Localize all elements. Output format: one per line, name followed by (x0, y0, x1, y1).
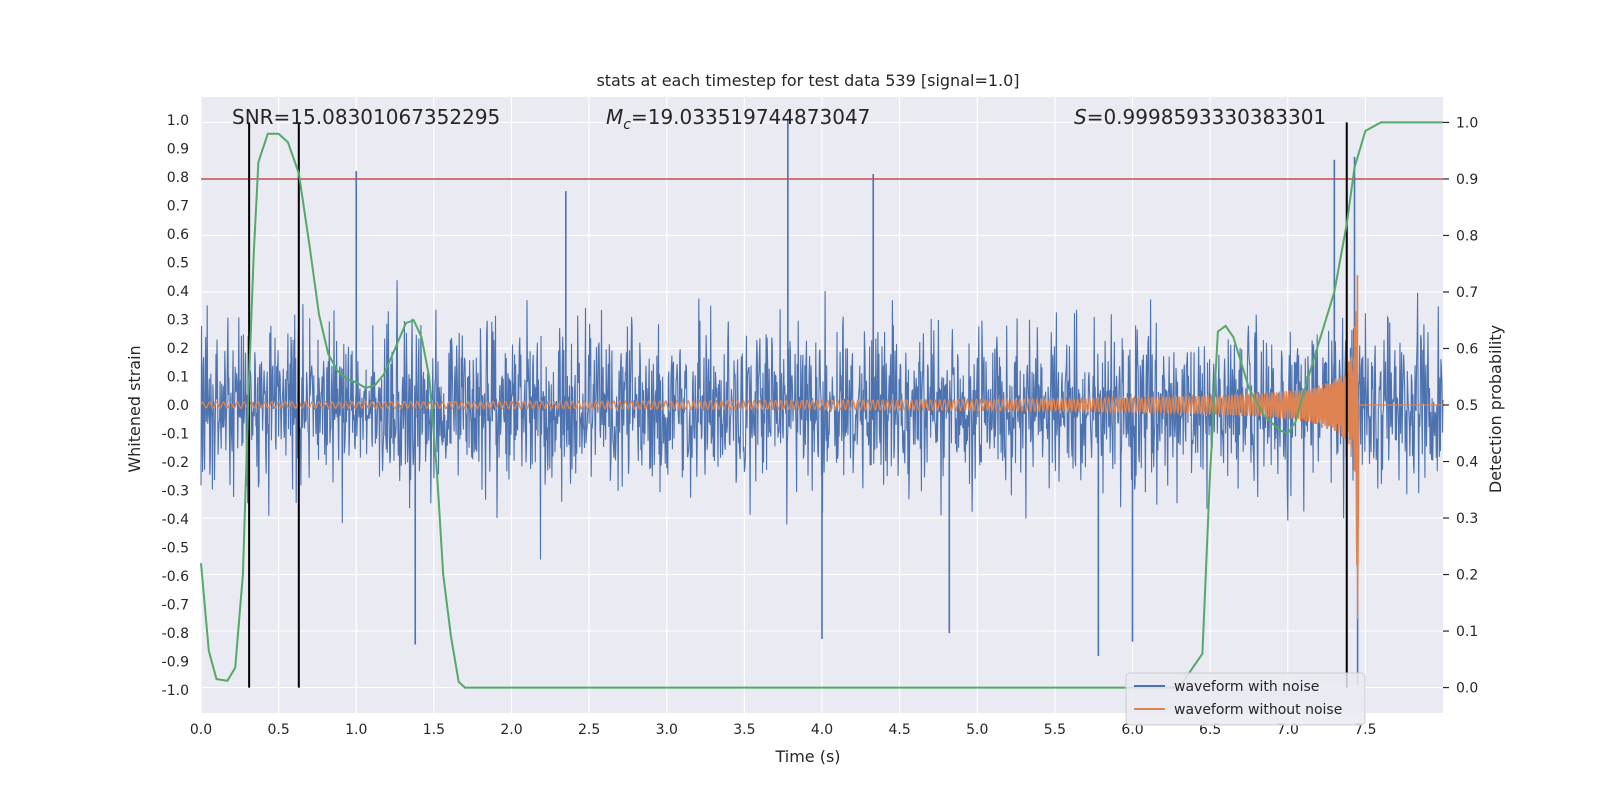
x-axis-label: Time (s) (774, 747, 840, 766)
left-axis-ticks: 1.0 0.9 0.8 0.7 0.6 0.5 0.4 0.3 0.2 0.1 0.0 -0.1 -0.… (162, 113, 189, 699)
score-value: =0.9998593330383301 (1087, 105, 1326, 129)
right-axis-label: Detection probability (1486, 325, 1505, 493)
y-right-tick-label: 0.7 (1456, 285, 1478, 301)
x-tick-label: 0.5 (267, 722, 289, 738)
y-left-tick-label: 0.1 (167, 369, 189, 385)
y-left-tick-label: -0.5 (162, 541, 189, 557)
legend-label-noise: waveform with noise (1174, 679, 1319, 695)
x-tick-label: 6.0 (1121, 722, 1143, 738)
left-axis-label: Whitened strain (125, 345, 144, 472)
chirp-mass-subscript: c (623, 117, 631, 133)
x-tick-label: 7.5 (1354, 722, 1376, 738)
y-left-tick-label: 0.7 (167, 198, 189, 214)
legend-label-clean: waveform without noise (1174, 702, 1342, 718)
x-tick-label: 2.5 (578, 722, 600, 738)
chirp-mass-annotation: Mc=19.033519744873047 (606, 105, 870, 133)
y-left-tick-label: -1.0 (162, 683, 189, 699)
x-tick-label: 5.0 (966, 722, 988, 738)
x-tick-label: 2.0 (500, 722, 522, 738)
y-left-tick-label: 0.5 (167, 255, 189, 271)
score-symbol: S (1074, 105, 1087, 129)
x-tick-label: 4.5 (888, 722, 910, 738)
y-left-tick-label: 0.6 (167, 227, 189, 243)
legend: waveform with noise waveform without noi… (1125, 672, 1366, 726)
y-left-tick-label: -0.9 (162, 655, 189, 671)
y-right-tick-label: 0.1 (1456, 624, 1478, 640)
x-tick-label: 6.5 (1199, 722, 1221, 738)
y-left-tick-label: 0.2 (167, 341, 189, 357)
x-tick-label: 4.0 (811, 722, 833, 738)
x-tick-label: 1.0 (345, 722, 367, 738)
clean-waveform-line (200, 275, 1443, 619)
y-right-tick-label: 0.4 (1456, 455, 1478, 471)
y-left-tick-label: -0.1 (162, 427, 189, 443)
y-left-tick-label: -0.6 (162, 569, 189, 585)
y-left-tick-label: -0.8 (162, 626, 189, 642)
y-left-tick-label: 0.8 (167, 170, 189, 186)
y-left-tick-label: 0.0 (167, 398, 189, 414)
y-right-tick-label: 0.5 (1456, 398, 1478, 414)
y-right-tick-label: 0.8 (1456, 228, 1478, 244)
snr-annotation: SNR=15.08301067352295 (232, 105, 500, 129)
y-right-tick-label: 1.0 (1456, 115, 1478, 131)
probability-line (200, 121, 1443, 689)
y-left-tick-label: -0.3 (162, 484, 189, 500)
chirp-mass-symbol: M (606, 105, 623, 129)
y-left-tick-label: -0.2 (162, 455, 189, 471)
x-tick-label: 7.0 (1277, 722, 1299, 738)
y-left-tick-label: -0.4 (162, 512, 189, 528)
y-left-tick-label: 0.4 (167, 284, 189, 300)
x-tick-label: 5.5 (1044, 722, 1066, 738)
y-left-tick-label: 0.3 (167, 312, 189, 328)
chirp-mass-value: =19.033519744873047 (631, 105, 870, 129)
y-right-tick-label: 0.0 (1456, 681, 1478, 697)
score-annotation: S=0.9998593330383301 (1074, 105, 1326, 129)
x-tick-label: 0.0 (190, 722, 212, 738)
chart-title: stats at each timestep for test data 539… (596, 71, 1019, 90)
x-tick-label: 3.0 (656, 722, 678, 738)
y-right-tick-label: 0.9 (1456, 172, 1478, 188)
y-left-tick-label: 1.0 (167, 113, 189, 129)
y-right-tick-label: 0.6 (1456, 341, 1478, 357)
right-axis-ticks: 1.0 0.9 0.8 0.7 0.6 0.5 0.4 0.3 0.2 0.1 0.0 (1443, 115, 1478, 697)
x-tick-label: 3.5 (733, 722, 755, 738)
detection-probability-series (200, 121, 1443, 689)
y-left-tick-label: -0.7 (162, 598, 189, 614)
y-right-tick-label: 0.3 (1456, 511, 1478, 527)
y-right-tick-label: 0.2 (1456, 568, 1478, 584)
waveform-without-noise-series (200, 275, 1443, 619)
x-tick-label: 1.5 (423, 722, 445, 738)
y-left-tick-label: 0.9 (167, 141, 189, 157)
legend-box (1125, 672, 1366, 726)
x-axis-ticks: 0.0 0.5 1.0 1.5 2.0 2.5 3.0 3.5 4.0 4.5 5.0 5.5 6.0 6… (190, 722, 1377, 738)
